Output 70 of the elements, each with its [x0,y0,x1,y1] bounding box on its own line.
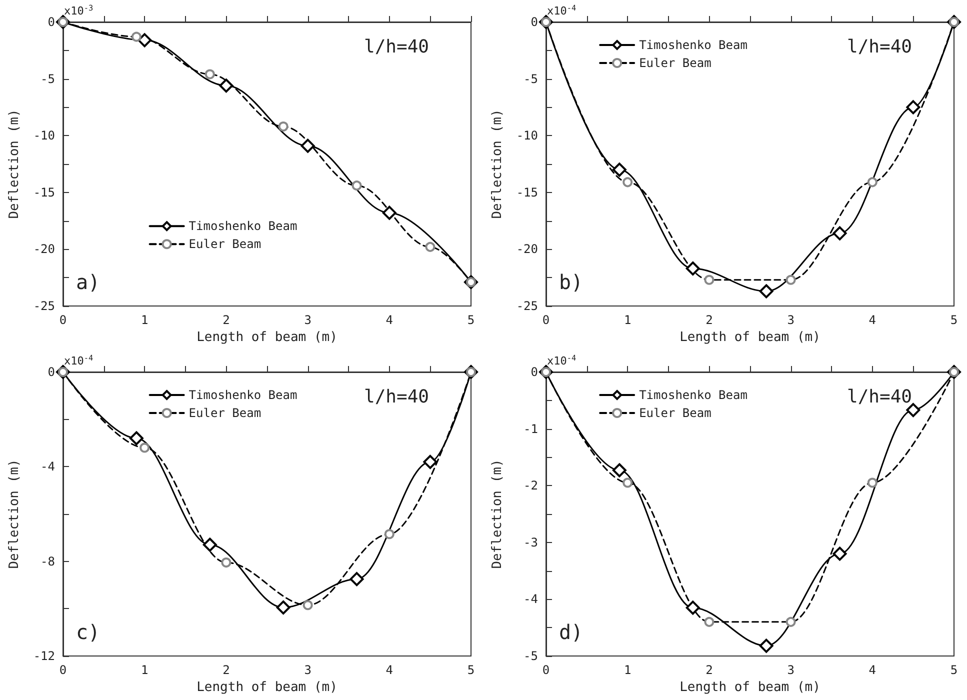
y-tick-label: -15 [33,185,55,200]
y-tick-label: -10 [516,128,538,143]
annotation: l/h=40 [364,36,430,58]
legend-label: Euler Beam [188,406,262,420]
y-axis-title: Deflection (m) [490,109,505,219]
legend-label: Timoshenko Beam [188,388,298,402]
x-tick-label: 1 [624,313,632,327]
annotation: l/h=40 [846,36,912,58]
y-tick-label: -8 [40,554,55,568]
legend-label: Timoshenko Beam [639,38,748,52]
y-tick-label: -5 [524,649,538,663]
x-tick-label: 2 [222,313,230,327]
x-tick-label: 3 [787,663,794,677]
y-tick-label: -4 [40,460,55,474]
y-tick-label: -5 [524,72,538,86]
x-tick-label: 5 [950,663,958,677]
y-tick-label: -20 [516,242,538,256]
x-tick-label: 1 [140,663,148,677]
y-tick-label: -20 [33,242,55,256]
y-axis-title: Deflection (m) [490,459,505,569]
x-tick-label: 4 [386,313,394,327]
x-tick-label: 1 [624,663,632,677]
x-axis-title: Length of beam (m) [196,680,338,695]
x-tick-label: 4 [868,663,876,677]
x-tick-label: 2 [706,313,713,327]
y-tick-label: -25 [516,299,538,313]
x-tick-label: 5 [950,313,958,327]
x-tick-label: 3 [787,313,794,327]
legend-label: Euler Beam [639,56,712,70]
legend-label: Timoshenko Beam [188,219,298,234]
x-tick-label: 0 [542,313,550,327]
x-tick-label: 2 [706,663,713,677]
x-tick-label: 4 [386,663,394,677]
y-tick-label: -4 [524,592,538,606]
x-tick-label: 2 [222,663,230,677]
x-tick-label: 3 [304,313,312,327]
x-tick-label: 1 [140,313,148,327]
y-tick-label: -12 [33,649,55,663]
y-tick-label: -25 [33,299,55,313]
legend-label: Timoshenko Beam [639,388,748,402]
annotation: d) [559,620,584,644]
x-tick-label: 0 [59,313,67,327]
annotation: l/h=40 [364,386,430,408]
x-axis-title: Length of beam (m) [196,330,338,345]
y-tick-label: -15 [516,185,538,200]
x-tick-label: 0 [542,663,550,677]
y-tick-label: -1 [524,422,538,436]
y-tick-label: 0 [48,365,55,379]
x-axis-title: Length of beam (m) [680,680,820,695]
y-tick-label: -10 [33,128,55,143]
y-axis-title: Deflection (m) [7,459,22,569]
legend-label: Euler Beam [188,237,262,252]
y-tick-label: -3 [524,535,538,550]
x-tick-label: 3 [304,663,312,677]
y-tick-label: -2 [524,478,538,493]
y-tick-label: 0 [530,15,538,29]
annotation: l/h=40 [846,386,912,408]
y-tick-label: 0 [48,15,55,29]
annotation: c) [76,620,100,644]
x-tick-label: 0 [59,663,67,677]
x-axis-title: Length of beam (m) [680,330,820,345]
y-tick-label: 0 [530,365,538,379]
y-tick-label: -5 [40,72,55,86]
y-axis-title: Deflection (m) [7,109,22,219]
legend-label: Euler Beam [639,406,712,420]
annotation: a) [76,270,100,294]
annotation: b) [559,270,584,294]
x-tick-label: 5 [467,663,475,677]
x-tick-label: 5 [467,313,475,327]
x-tick-label: 4 [868,313,876,327]
